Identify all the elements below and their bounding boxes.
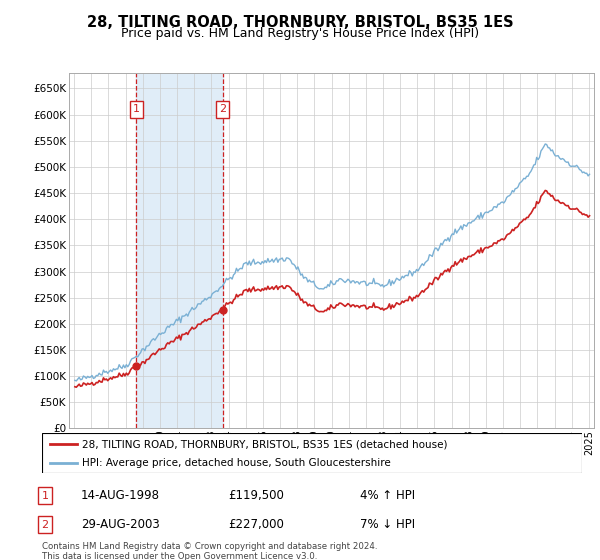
Text: 2: 2	[219, 104, 226, 114]
Text: 7% ↓ HPI: 7% ↓ HPI	[360, 518, 415, 531]
Text: 1: 1	[133, 104, 140, 114]
Text: Price paid vs. HM Land Registry's House Price Index (HPI): Price paid vs. HM Land Registry's House …	[121, 27, 479, 40]
Text: 28, TILTING ROAD, THORNBURY, BRISTOL, BS35 1ES: 28, TILTING ROAD, THORNBURY, BRISTOL, BS…	[86, 15, 514, 30]
Text: Contains HM Land Registry data © Crown copyright and database right 2024.
This d: Contains HM Land Registry data © Crown c…	[42, 542, 377, 560]
Text: £227,000: £227,000	[228, 518, 284, 531]
Bar	[136, 73, 223, 428]
Text: HPI: Average price, detached house, South Gloucestershire: HPI: Average price, detached house, Sout…	[83, 458, 391, 468]
Text: 14-AUG-1998: 14-AUG-1998	[81, 489, 160, 502]
Text: 4% ↑ HPI: 4% ↑ HPI	[360, 489, 415, 502]
Text: 1: 1	[41, 491, 49, 501]
Text: 2: 2	[41, 520, 49, 530]
Text: 29-AUG-2003: 29-AUG-2003	[81, 518, 160, 531]
Text: 28, TILTING ROAD, THORNBURY, BRISTOL, BS35 1ES (detached house): 28, TILTING ROAD, THORNBURY, BRISTOL, BS…	[83, 439, 448, 449]
Text: £119,500: £119,500	[228, 489, 284, 502]
